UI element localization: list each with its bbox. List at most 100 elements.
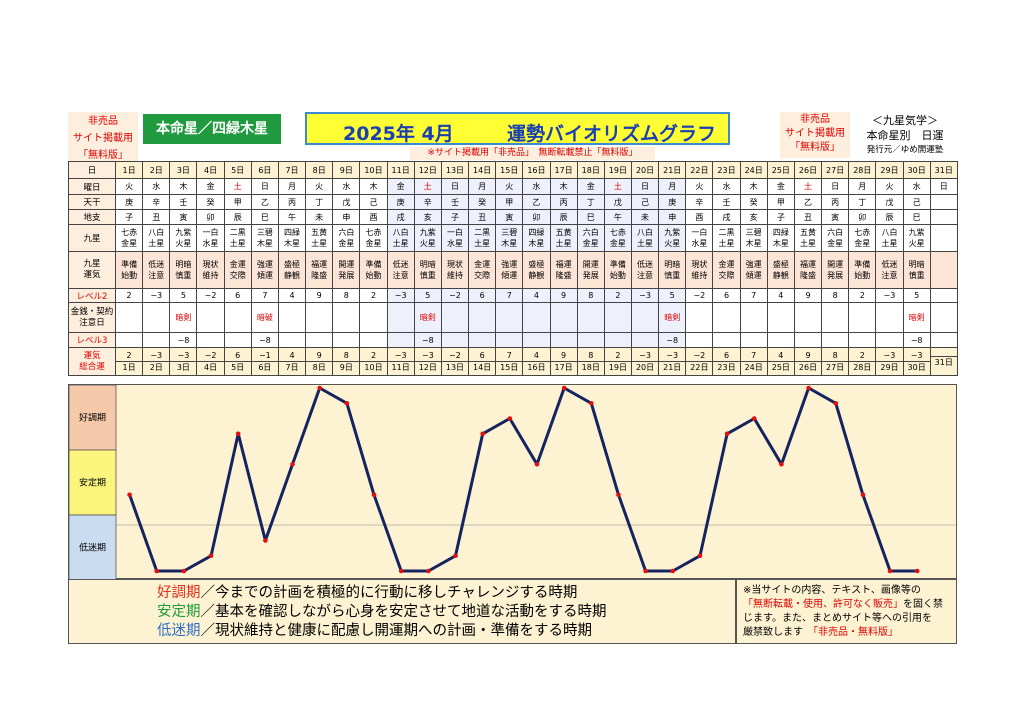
day-cell: 15日 <box>495 161 524 179</box>
chishi-cell: 辰 <box>875 209 904 225</box>
total-cell: 6 5日 <box>223 347 252 376</box>
kyusei-cell: 七赤 金星 <box>114 224 144 252</box>
weekday-cell: 水 <box>522 178 551 195</box>
unki-cell: 現状 維持 <box>440 251 470 289</box>
total-cell: 6 23日 <box>712 347 741 376</box>
cell-line: 強運 <box>256 260 273 269</box>
level2-cell: 9 <box>305 288 334 303</box>
cell-line: 傾運 <box>745 271 762 280</box>
legend-term: 低迷期 <box>157 623 201 639</box>
cell-line: 八白 <box>148 228 165 237</box>
tenkan-cell: 己 <box>902 194 931 210</box>
total-cell: 6 14日 <box>468 347 497 376</box>
cell-line: 木星 <box>501 239 518 248</box>
legend-text: ／現状維持と健康に配慮し開運期への計画・準備をする時期 <box>200 623 593 639</box>
total-day: 18日 <box>578 361 604 373</box>
data-point <box>235 431 241 437</box>
day-cell: 30日 <box>902 161 931 179</box>
kyusei-cell: 三碧 木星 <box>250 224 279 252</box>
cell-line: 四緑 <box>284 228 301 237</box>
kyusei-cell: 四緑 木星 <box>277 224 307 252</box>
chishi-cell: 卯 <box>522 209 551 225</box>
level2-cell: −3 <box>142 288 171 303</box>
tenkan-cell: 辛 <box>413 194 442 210</box>
data-point <box>208 553 214 559</box>
band-0 <box>69 385 117 451</box>
chishi-cell: 子 <box>766 209 795 225</box>
tenkan-cell: 甲 <box>766 194 795 210</box>
cell-line: 明暗 <box>175 260 192 269</box>
honmei-star-badge: 本命星／四緑木星 <box>142 113 282 145</box>
data-point <box>263 538 268 543</box>
data-point <box>887 568 893 574</box>
cell-line: 金星 <box>854 239 871 248</box>
level2-cell: −3 <box>875 288 904 303</box>
kinsen-cell <box>766 302 795 333</box>
total-day: 6日 <box>252 361 278 373</box>
level2-cell: 2 <box>848 288 877 303</box>
chishi-cell: 丑 <box>142 209 171 225</box>
chishi-cell: 戌 <box>712 209 741 225</box>
kyusei-cell: 六白 金星 <box>576 224 605 252</box>
cell-line: 八白 <box>637 228 654 237</box>
cell-line: 一白 <box>202 228 219 237</box>
note-text: 厳禁致します <box>743 627 803 638</box>
level3-cell <box>739 332 768 348</box>
cell-line: 総合運 <box>79 361 105 372</box>
cell-line: 九紫 <box>908 228 925 237</box>
level3-cell <box>305 332 334 348</box>
total-cell: 7 15日 <box>495 347 524 376</box>
data-point <box>779 461 784 467</box>
level2-cell: 8 <box>332 288 361 303</box>
day-cell: 2日 <box>142 161 171 179</box>
level2-cell: −2 <box>440 288 470 303</box>
weekday-cell: 土 <box>603 178 632 195</box>
total-day: 4日 <box>197 361 224 373</box>
row-label: 天干 <box>68 194 116 210</box>
total-day: 31日 <box>931 355 957 368</box>
kyusei-cell: 二黒 土星 <box>712 224 741 252</box>
nonsale-label-right: 非売品 サイト掲載用 「無料版」 <box>780 112 850 158</box>
tenkan-cell: 丁 <box>305 194 334 210</box>
chishi-cell: 亥 <box>739 209 768 225</box>
note-line: 「無断転載・使用、許可なく販売」を固く禁 <box>743 598 950 612</box>
weekday-cell: 月 <box>658 178 687 195</box>
cell-line: 明暗 <box>419 260 436 269</box>
cell-line: 明暗 <box>664 260 681 269</box>
chishi-cell: 寅 <box>169 209 198 225</box>
total-cell: 4 16日 <box>522 347 551 376</box>
total-value: 2 <box>126 351 132 360</box>
cell-line: 開運 <box>338 260 355 269</box>
tenkan-cell <box>929 194 958 210</box>
cell-line: 金星 <box>827 239 844 248</box>
unki-cell: 金運 交際 <box>712 251 741 289</box>
kyusei-cell: 三碧 木星 <box>739 224 768 252</box>
tenkan-cell: 癸 <box>468 194 497 210</box>
cell-line: 強運 <box>745 260 762 269</box>
cell-line: 隆盛 <box>311 271 328 280</box>
kyusei-cell: 九紫 火星 <box>658 224 687 252</box>
kinsen-cell <box>223 302 252 333</box>
tenkan-cell: 戊 <box>332 194 361 210</box>
total-day: 30日 <box>904 361 930 373</box>
weekday-cell: 土 <box>413 178 442 195</box>
kinsen-cell <box>142 302 171 333</box>
table-row: 金銭・契約 注意日 暗剣 暗破 暗剣 暗剣 暗剣 <box>68 302 958 333</box>
kyusei-cell: 三碧 木星 <box>495 224 524 252</box>
level3-cell <box>468 332 497 348</box>
unki-cell: 盛極 静観 <box>766 251 795 289</box>
level2-cell: −3 <box>386 288 415 303</box>
cell-line: 低迷 <box>637 260 654 269</box>
cell-line: 七赤 <box>365 228 382 237</box>
tenkan-cell: 乙 <box>522 194 551 210</box>
unki-cell: 福運 隆盛 <box>793 251 823 289</box>
kinsen-cell: 暗剣 <box>169 302 198 333</box>
cell-line: 交際 <box>474 271 491 280</box>
cell-line: 現状 <box>691 260 708 269</box>
kyusei-cell: 八白 土星 <box>386 224 415 252</box>
total-cell: 4 25日 <box>766 347 795 376</box>
cell-line: 静観 <box>284 271 301 280</box>
day-cell: 24日 <box>739 161 768 179</box>
row-label: 九星 運気 <box>68 251 116 289</box>
data-point <box>860 492 866 498</box>
